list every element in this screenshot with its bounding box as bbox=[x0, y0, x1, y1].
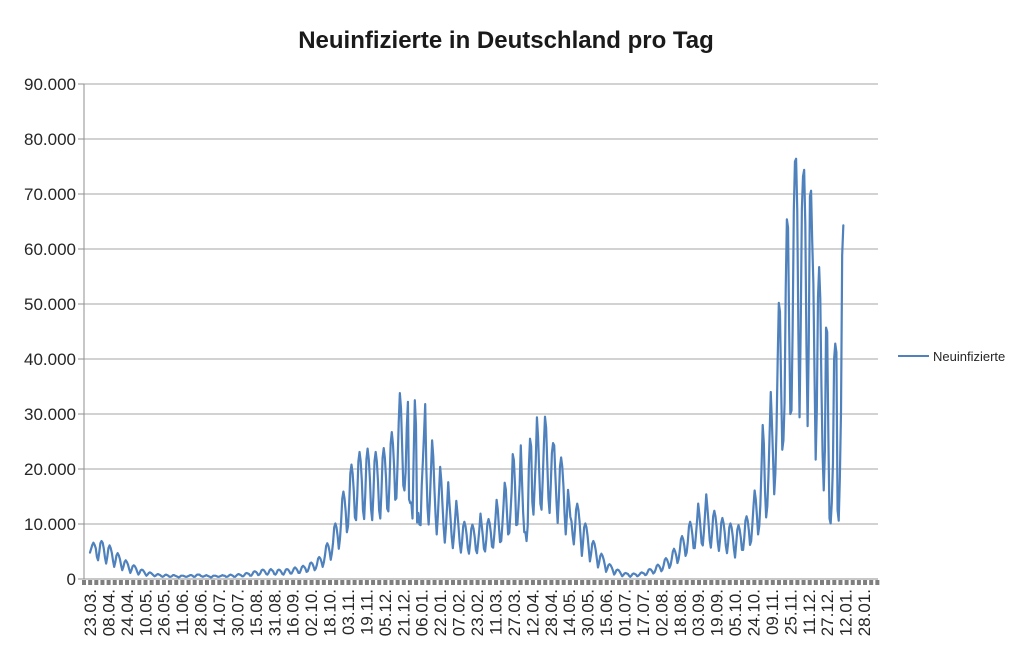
y-tick-label: 90.000 bbox=[24, 75, 76, 94]
x-tick-label: 11.03. bbox=[486, 589, 505, 635]
x-tick-label: 23.02. bbox=[468, 589, 487, 636]
y-tick-label: 60.000 bbox=[24, 240, 76, 259]
y-tick-label: 30.000 bbox=[24, 405, 76, 424]
y-tick-label: 70.000 bbox=[24, 185, 76, 204]
x-tick-label: 28.01. bbox=[855, 589, 874, 636]
x-tick-label: 15.06. bbox=[597, 589, 616, 636]
x-tick-label: 21.12. bbox=[394, 589, 413, 636]
x-tick-label: 24.04. bbox=[118, 589, 137, 636]
x-tick-label: 18.08. bbox=[671, 589, 690, 636]
x-tick-label: 25.11. bbox=[781, 589, 800, 635]
x-tick-label: 30.07. bbox=[228, 589, 247, 636]
x-tick-label: 01.07. bbox=[615, 589, 634, 636]
y-tick-label: 80.000 bbox=[24, 130, 76, 149]
y-tick-label: 40.000 bbox=[24, 350, 76, 369]
x-tick-label: 03.11. bbox=[339, 589, 358, 635]
x-tick-label: 24.10. bbox=[744, 589, 763, 636]
x-tick-label: 10.05. bbox=[136, 589, 155, 636]
x-tick-label: 30.05. bbox=[579, 589, 598, 636]
x-tick-label: 15.08. bbox=[247, 589, 266, 636]
x-tick-label: 12.04. bbox=[523, 589, 542, 636]
x-tick-label: 27.03. bbox=[505, 589, 524, 636]
legend: Neuinfizierte bbox=[898, 348, 1005, 364]
x-tick-label: 22.01. bbox=[431, 589, 450, 636]
x-tick-label: 12.01. bbox=[837, 589, 856, 636]
x-tick-label: 23.03. bbox=[81, 589, 100, 636]
x-tick-label: 11.12. bbox=[800, 589, 819, 635]
x-tick-label: 02.10. bbox=[302, 589, 321, 636]
x-tick-label: 31.08. bbox=[265, 589, 284, 636]
legend-label: Neuinfizierte bbox=[933, 348, 1006, 364]
x-tick-label: 16.09. bbox=[284, 589, 303, 636]
y-tick-label: 50.000 bbox=[24, 295, 76, 314]
data-series-line bbox=[88, 157, 845, 579]
x-tick-label: 18.10. bbox=[321, 589, 340, 636]
y-tick-label: 0 bbox=[67, 570, 76, 589]
x-tick-label: 19.11. bbox=[357, 589, 376, 635]
x-tick-label: 28.06. bbox=[192, 589, 211, 636]
x-tick-label: 27.12. bbox=[818, 589, 837, 636]
y-tick-label: 10.000 bbox=[24, 515, 76, 534]
chart-title: Neuinfizierte in Deutschland pro Tag bbox=[298, 27, 714, 54]
x-tick-label: 08.04. bbox=[99, 589, 118, 636]
x-tick-label: 07.02. bbox=[450, 589, 469, 636]
legend-line-sample bbox=[898, 355, 929, 357]
x-tick-label: 02.08. bbox=[652, 589, 671, 636]
x-tick-label: 19.09. bbox=[708, 589, 727, 636]
x-tick-label: 09.11. bbox=[763, 589, 782, 635]
x-tick-label: 05.10. bbox=[726, 589, 745, 636]
x-tick-label: 26.05. bbox=[155, 589, 174, 636]
y-tick-label: 20.000 bbox=[24, 460, 76, 479]
x-tick-label: 11.06. bbox=[173, 589, 192, 635]
x-tick-label: 28.04. bbox=[542, 589, 561, 636]
x-tick-label: 17.07. bbox=[634, 589, 653, 636]
x-tick-label: 05.12. bbox=[376, 589, 395, 636]
x-tick-label: 14.05. bbox=[560, 589, 579, 636]
x-tick-label: 06.01. bbox=[413, 589, 432, 636]
x-tick-label: 03.09. bbox=[689, 589, 708, 636]
x-tick-label: 14.07. bbox=[210, 589, 229, 636]
